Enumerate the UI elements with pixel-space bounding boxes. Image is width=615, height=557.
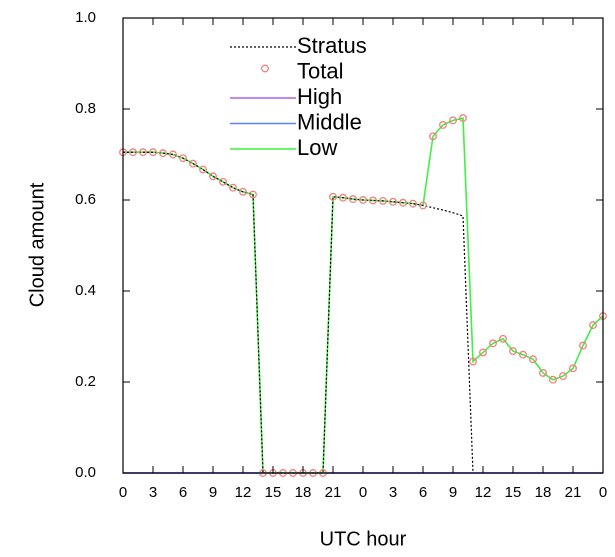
legend-label: High: [297, 84, 342, 109]
y-tick-label: 0.6: [75, 191, 96, 208]
data-point: [509, 347, 517, 356]
data-point: [239, 187, 247, 196]
x-tick-label: 15: [265, 484, 282, 501]
data-point: [419, 201, 427, 210]
x-tick-label: 3: [389, 484, 397, 501]
y-axis-label: Cloud amount: [26, 182, 48, 307]
data-point: [359, 196, 367, 204]
data-point: [439, 120, 447, 129]
data-point: [189, 159, 197, 168]
data-point: [159, 149, 167, 158]
legend-label: Stratus: [297, 33, 367, 58]
y-tick-label: 1.0: [75, 9, 96, 26]
y-tick-label: 0.8: [75, 100, 96, 117]
data-point: [579, 341, 587, 350]
plot-frame: [122, 17, 604, 474]
x-tick-label: 9: [449, 484, 457, 501]
data-point: [139, 148, 147, 157]
y-tick-label: 0.0: [75, 464, 96, 481]
data-point: [249, 190, 257, 199]
data-point: [489, 339, 497, 348]
x-tick-label: 21: [325, 484, 342, 501]
y-tick-label: 0.4: [75, 282, 96, 299]
legend-label: Low: [297, 135, 337, 160]
data-point: [479, 348, 487, 357]
legend-label: Total: [297, 58, 343, 83]
data-point: [449, 116, 457, 125]
data-point: [369, 196, 377, 205]
x-tick-label: 12: [475, 484, 492, 501]
legend-label: Middle: [297, 109, 362, 134]
x-tick-label: 0: [599, 484, 607, 501]
data-point: [469, 357, 477, 366]
x-tick-label: 3: [149, 484, 157, 501]
x-tick-label: 6: [419, 484, 427, 501]
data-point: [229, 183, 237, 192]
x-tick-label: 6: [179, 484, 187, 501]
data-point: [219, 177, 227, 186]
data-point: [539, 368, 547, 377]
data-point: [519, 350, 527, 359]
data-point: [409, 199, 417, 208]
series-line: [123, 117, 604, 474]
x-axis-label: UTC hour: [320, 528, 407, 550]
data-point: [569, 364, 577, 373]
data-point: [399, 198, 407, 207]
data-point: [389, 197, 397, 206]
data-point: [209, 172, 217, 181]
x-tick-label: 18: [535, 484, 552, 501]
x-tick-label: 15: [505, 484, 522, 501]
data-point: [349, 195, 357, 204]
x-tick-label: 0: [119, 484, 127, 501]
data-point: [379, 196, 387, 205]
data-point: [529, 355, 537, 364]
x-tick-label: 9: [209, 484, 217, 501]
x-tick-label: 18: [295, 484, 312, 501]
data-point: [149, 148, 157, 157]
data-point: [459, 114, 467, 123]
series-line: [123, 151, 474, 474]
legend-marker: [261, 64, 269, 73]
x-tick-label: 21: [565, 484, 582, 501]
data-point: [559, 372, 567, 381]
data-point: [329, 192, 337, 201]
data-point: [499, 334, 507, 343]
data-point: [169, 150, 177, 159]
data-point: [549, 375, 557, 384]
data-point: [339, 193, 347, 202]
y-tick-label: 0.2: [75, 373, 96, 390]
data-point: [129, 148, 137, 157]
data-point: [429, 132, 437, 141]
data-point: [179, 154, 187, 163]
data-point: [589, 321, 597, 330]
x-tick-label: 12: [235, 484, 252, 501]
x-tick-label: 0: [359, 484, 367, 501]
data-point: [199, 165, 207, 174]
